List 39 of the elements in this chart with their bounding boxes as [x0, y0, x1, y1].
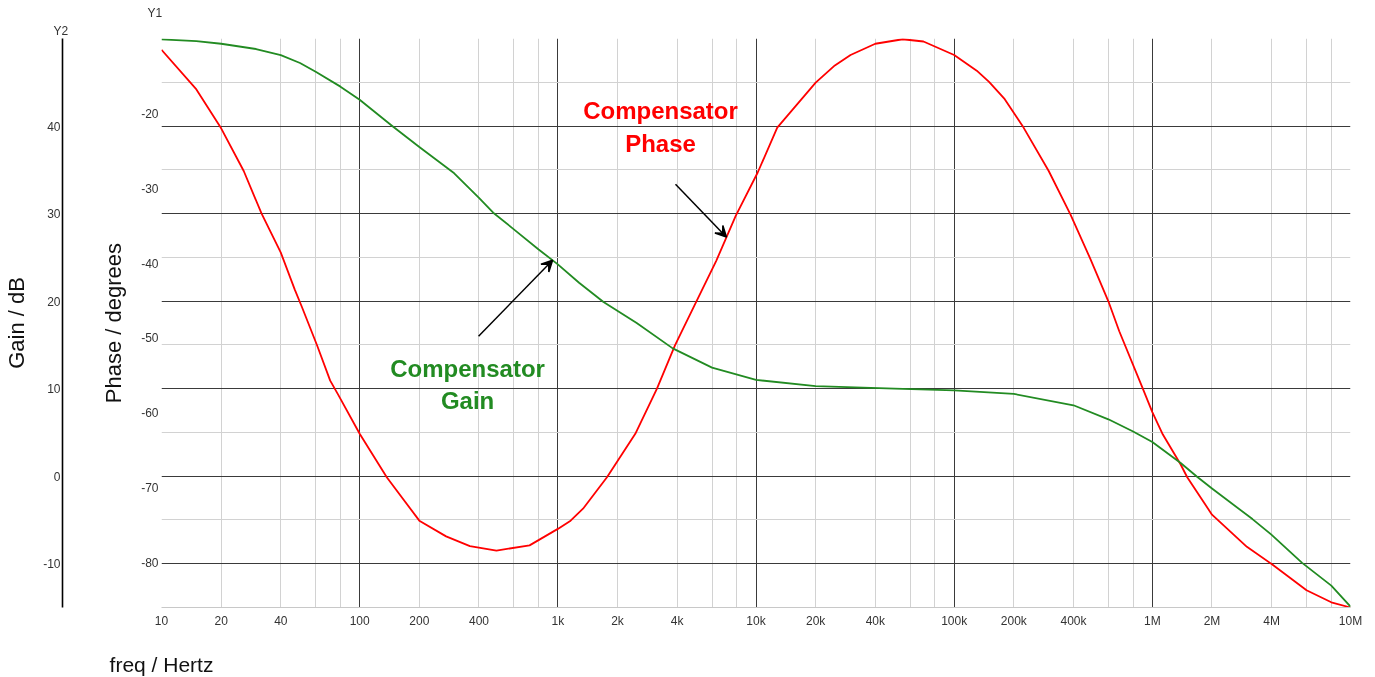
x-tick-label: 200k	[1000, 613, 1028, 628]
y2-tick-label: 10	[47, 382, 61, 397]
x-tick-label: 200	[409, 613, 430, 628]
x-tick-label: 40	[274, 613, 288, 628]
y-tick-label: -50	[141, 331, 159, 346]
series-label: Compensator Phase	[583, 97, 738, 157]
y2-tick-label: 20	[47, 294, 61, 309]
y2-tick-label: -10	[43, 557, 61, 572]
x-tick-label: 20	[214, 613, 229, 628]
text: Y1	[147, 5, 163, 20]
x-tick-label: 10M	[1338, 613, 1363, 628]
x-tick-label: 400	[468, 613, 490, 628]
y-tick-label: -70	[141, 481, 159, 496]
y2-tick-label: 30	[47, 207, 61, 222]
y-axis-title: Phase / degrees	[101, 242, 127, 404]
x-tick-label: 400k	[1060, 613, 1088, 628]
x-tick-label: 10k	[746, 613, 767, 628]
x-tick-label: 20k	[805, 613, 827, 628]
x-tick-label: 4M	[1263, 613, 1280, 628]
y-tick-label: -20	[141, 106, 159, 121]
x-tick-label: 100k	[941, 613, 969, 628]
text: Y2	[53, 23, 69, 38]
x-tick-label: 1k	[551, 613, 566, 628]
y-tick-label: -40	[141, 256, 159, 271]
text: Compensator Gain	[390, 354, 545, 414]
y-tick-label: -30	[141, 181, 159, 196]
x-axis-title: freq / Hertz	[109, 652, 214, 676]
x-tick-label: 10	[154, 613, 169, 628]
x-tick-label: 2M	[1203, 613, 1221, 628]
x-tick-label: 1M	[1144, 613, 1161, 628]
x-tick-label: 40k	[865, 613, 886, 628]
y2-tick-label: 0	[53, 469, 61, 484]
y-tick-label: -60	[141, 406, 159, 421]
x-tick-label: 100	[349, 613, 370, 628]
y2-axis-title: Gain / dB	[4, 277, 30, 369]
x-tick-label: 2k	[611, 613, 625, 628]
x-tick-label: 4k	[670, 613, 685, 628]
y2-tick-label: 40	[47, 119, 61, 134]
y-tick-label: -80	[141, 556, 159, 571]
